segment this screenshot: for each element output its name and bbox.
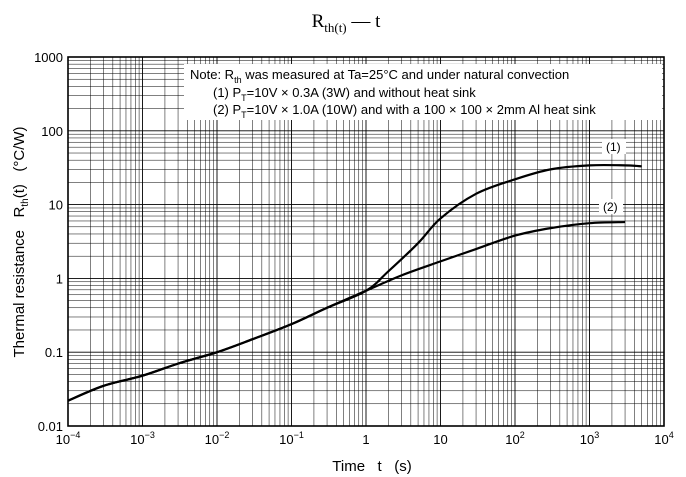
x-tick-label: 1: [362, 432, 369, 447]
plot-frame: [67, 56, 665, 427]
curve-2: [67, 220, 626, 402]
x-tick-exponent: 4: [669, 430, 674, 440]
x-tick-label: 10−2: [205, 430, 230, 447]
chart-title-subscript: th(t): [324, 20, 346, 35]
note-line-2-post: =10V × 0.3A (3W) and without heat sink: [247, 85, 477, 100]
x-tick-label: 103: [580, 430, 599, 447]
x-tick-base: 10: [654, 432, 668, 447]
note-line-2: (1) PT=10V × 0.3A (3W) and without heat …: [213, 85, 476, 103]
x-tick-label: 10−1: [279, 430, 304, 447]
x-tick-base: 10: [205, 432, 219, 447]
note: Note: Rth was measured at Ta=25°C and un…: [190, 67, 596, 120]
y-tick-labels: 0.01 0.1 1 10 100 1000: [34, 50, 63, 434]
curve-1: [67, 163, 642, 402]
x-tick-exponent: 3: [594, 430, 599, 440]
y-axis-label-subscript: th: [20, 198, 31, 206]
x-tick-label: 10−4: [56, 430, 81, 447]
x-tick-base: 10: [433, 432, 447, 447]
x-tick-base: 10: [580, 432, 594, 447]
y-tick-label: 1: [56, 271, 63, 286]
x-tick-exponent: −3: [145, 430, 155, 440]
note-line-3-subscript: T: [241, 110, 247, 120]
y-axis-label-pre: Thermal resistance R: [11, 206, 28, 357]
chart-title: Rth(t) — t: [312, 11, 382, 35]
curve-2-label: (2): [603, 200, 618, 214]
y-tick-label: 0.01: [38, 419, 63, 434]
x-tick-base: 10: [505, 432, 519, 447]
x-tick-base: 1: [362, 432, 369, 447]
curve-1-label: (1): [606, 140, 621, 154]
note-line-3-pre: (2) P: [213, 102, 241, 117]
x-tick-exponent: −1: [294, 430, 304, 440]
x-tick-label: 10: [433, 432, 447, 447]
chart-title-base: R: [312, 11, 325, 32]
x-tick-base: 10: [56, 432, 70, 447]
curves: (1) (2): [67, 139, 642, 402]
x-tick-exponent: 2: [520, 430, 525, 440]
x-tick-label: 104: [654, 430, 673, 447]
y-tick-label: 1000: [34, 50, 63, 65]
x-tick-labels: 10−4 10−3 10−2 10−1 1 10 102 103 104: [56, 430, 674, 447]
note-box: [184, 64, 662, 120]
y-tick-label: 0.1: [45, 345, 63, 360]
x-tick-exponent: −2: [219, 430, 229, 440]
note-line-3-post: =10V × 1.0A (10W) and with a 100 × 100 ×…: [247, 102, 597, 117]
x-tick-base: 10: [279, 432, 293, 447]
y-tick-label: 100: [41, 124, 63, 139]
note-line-2-pre: (1) P: [213, 85, 241, 100]
note-line-1-post: was measured at Ta=25°C and under natura…: [242, 67, 570, 82]
x-axis-label: Time t (s): [332, 458, 411, 475]
x-tick-exponent: −4: [70, 430, 80, 440]
y-axis-label: Thermal resistance Rth(t) (°C/W): [11, 126, 31, 357]
x-tick-base: 10: [130, 432, 144, 447]
note-line-1: Note: Rth was measured at Ta=25°C and un…: [190, 67, 569, 85]
y-axis-label-post: (t) (°C/W): [11, 126, 28, 198]
y-tick-label: 10: [49, 198, 63, 213]
curve-1-label-bg: [602, 139, 626, 154]
chart-title-rest: — t: [347, 11, 382, 32]
note-line-1-subscript: th: [234, 75, 242, 85]
x-tick-label: 102: [505, 430, 524, 447]
note-line-1-pre: Note: R: [190, 67, 234, 82]
x-tick-label: 10−3: [130, 430, 155, 447]
note-line-2-subscript: T: [241, 93, 247, 103]
note-line-3: (2) PT=10V × 1.0A (10W) and with a 100 ×…: [213, 102, 596, 120]
curve-2-label-bg: [599, 199, 623, 214]
